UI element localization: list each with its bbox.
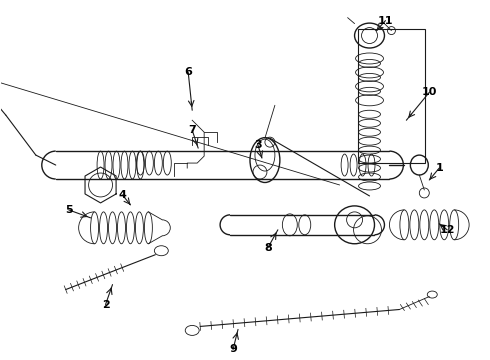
Bar	[358, 28, 425, 163]
Text: 9: 9	[229, 345, 237, 354]
Text: 12: 12	[440, 225, 455, 235]
Text: 5: 5	[65, 205, 73, 215]
Text: 11: 11	[378, 15, 393, 26]
Text: 10: 10	[421, 87, 437, 97]
Text: 3: 3	[254, 140, 262, 150]
Text: 4: 4	[119, 190, 126, 200]
Text: 6: 6	[184, 67, 192, 77]
Ellipse shape	[250, 138, 280, 183]
Text: 7: 7	[188, 125, 196, 135]
Text: 2: 2	[101, 300, 109, 310]
Text: 8: 8	[264, 243, 272, 253]
Ellipse shape	[410, 155, 428, 175]
Text: 1: 1	[436, 163, 443, 173]
Ellipse shape	[335, 206, 374, 244]
